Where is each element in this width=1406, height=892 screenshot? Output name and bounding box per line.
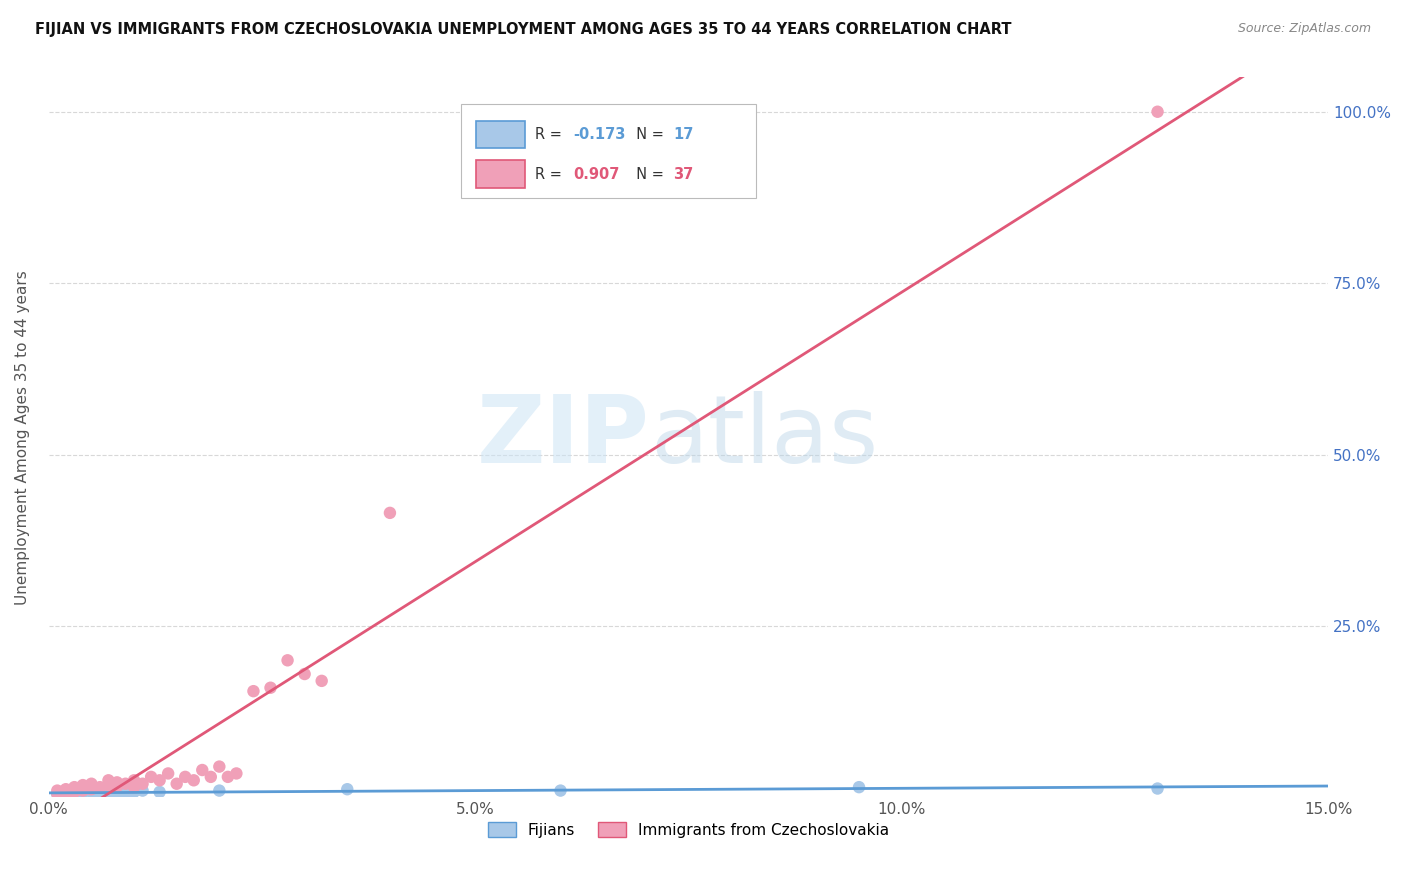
Point — [89, 786, 111, 800]
Point — [114, 777, 136, 791]
Point — [1146, 104, 1168, 119]
Point — [63, 785, 86, 799]
Legend: Fijians, Immigrants from Czechoslovakia: Fijians, Immigrants from Czechoslovakia — [482, 815, 896, 844]
Point — [277, 653, 299, 667]
Point — [166, 777, 188, 791]
Point — [105, 786, 128, 800]
Text: 37: 37 — [673, 167, 693, 181]
Point — [97, 773, 120, 788]
Point — [191, 763, 214, 777]
Point — [63, 780, 86, 794]
Point — [208, 759, 231, 773]
Point — [122, 780, 145, 794]
Point — [122, 785, 145, 799]
Text: R =: R = — [534, 167, 567, 181]
Point — [105, 780, 128, 794]
Point — [259, 681, 281, 695]
Text: N =: N = — [627, 167, 668, 181]
Point — [311, 673, 333, 688]
Point — [114, 786, 136, 800]
Point — [46, 787, 69, 801]
Text: Source: ZipAtlas.com: Source: ZipAtlas.com — [1237, 22, 1371, 36]
Point — [139, 770, 162, 784]
Point — [72, 783, 94, 797]
Point — [46, 787, 69, 801]
Text: ZIP: ZIP — [477, 392, 650, 483]
Point — [80, 782, 103, 797]
Text: N =: N = — [627, 128, 668, 142]
Point — [378, 506, 401, 520]
Point — [63, 787, 86, 801]
Point — [149, 785, 172, 799]
Point — [336, 782, 359, 797]
Point — [131, 777, 153, 791]
Point — [105, 775, 128, 789]
Point — [157, 766, 180, 780]
FancyBboxPatch shape — [477, 161, 524, 187]
Point — [217, 770, 239, 784]
Point — [46, 783, 69, 797]
Point — [208, 783, 231, 797]
Point — [200, 770, 222, 784]
Point — [242, 684, 264, 698]
Text: atlas: atlas — [650, 392, 879, 483]
Point — [55, 786, 77, 800]
Text: 0.907: 0.907 — [574, 167, 620, 181]
Point — [848, 780, 870, 794]
Point — [183, 773, 205, 788]
Point — [72, 778, 94, 792]
Text: 17: 17 — [673, 128, 693, 142]
Point — [1146, 781, 1168, 796]
Point — [149, 773, 172, 788]
Point — [97, 778, 120, 792]
Point — [174, 770, 197, 784]
Point — [55, 786, 77, 800]
Point — [89, 780, 111, 794]
Text: FIJIAN VS IMMIGRANTS FROM CZECHOSLOVAKIA UNEMPLOYMENT AMONG AGES 35 TO 44 YEARS : FIJIAN VS IMMIGRANTS FROM CZECHOSLOVAKIA… — [35, 22, 1012, 37]
Point — [80, 777, 103, 791]
Point — [225, 766, 247, 780]
Point — [55, 782, 77, 797]
Point — [72, 786, 94, 800]
Point — [550, 783, 572, 797]
Text: R =: R = — [534, 128, 567, 142]
Point — [131, 783, 153, 797]
Text: -0.173: -0.173 — [574, 128, 626, 142]
FancyBboxPatch shape — [477, 121, 524, 148]
Point — [80, 785, 103, 799]
Y-axis label: Unemployment Among Ages 35 to 44 years: Unemployment Among Ages 35 to 44 years — [15, 270, 30, 605]
Point — [294, 667, 316, 681]
FancyBboxPatch shape — [461, 104, 756, 198]
Point — [97, 787, 120, 801]
Point — [122, 773, 145, 788]
